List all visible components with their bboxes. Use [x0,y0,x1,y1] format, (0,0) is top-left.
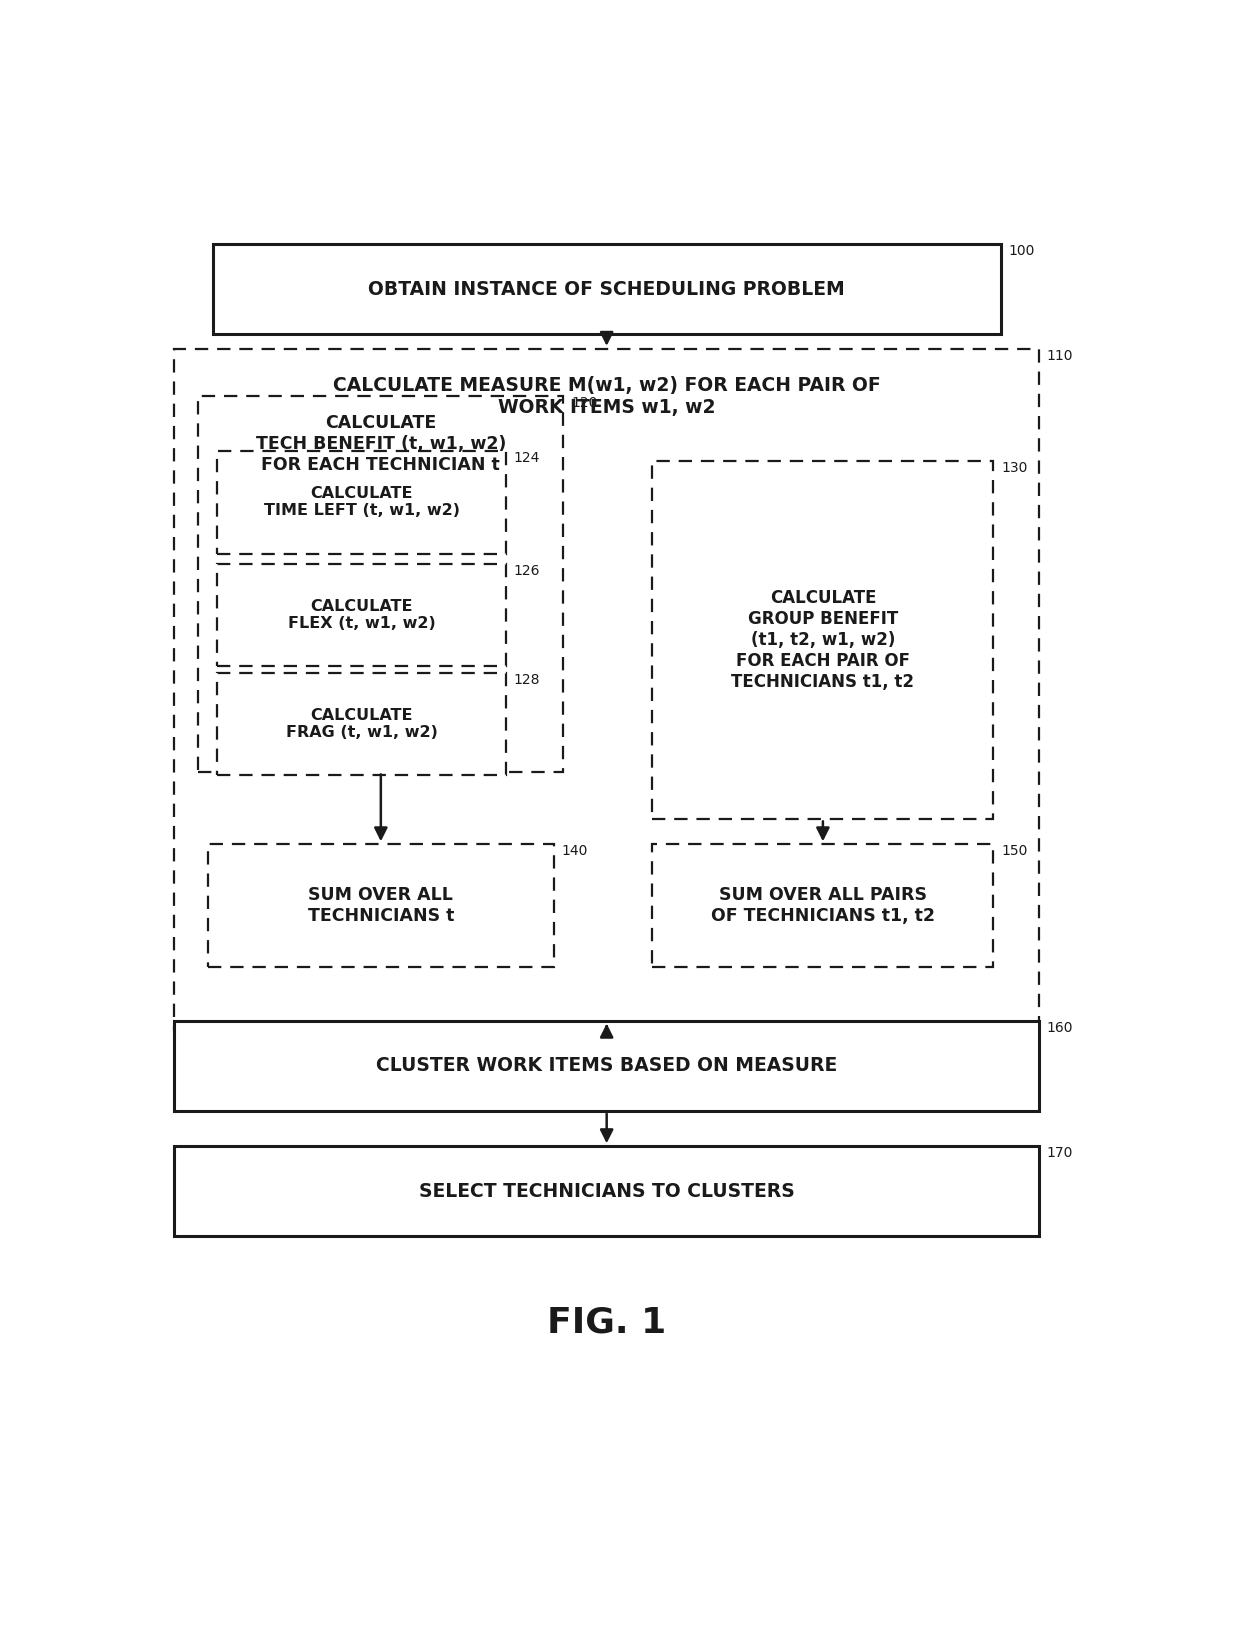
Text: CALCULATE
TIME LEFT (t, w1, w2): CALCULATE TIME LEFT (t, w1, w2) [264,486,460,519]
Text: SUM OVER ALL PAIRS
OF TECHNICIANS t1, t2: SUM OVER ALL PAIRS OF TECHNICIANS t1, t2 [711,887,935,926]
FancyBboxPatch shape [174,1020,1039,1111]
Text: CALCULATE
FRAG (t, w1, w2): CALCULATE FRAG (t, w1, w2) [285,708,438,740]
FancyBboxPatch shape [652,844,993,966]
FancyBboxPatch shape [217,451,506,553]
Text: SELECT TECHNICIANS TO CLUSTERS: SELECT TECHNICIANS TO CLUSTERS [419,1181,795,1201]
FancyBboxPatch shape [217,672,506,776]
Text: CALCULATE MEASURE M(w1, w2) FOR EACH PAIR OF
WORK ITEMS w1, w2: CALCULATE MEASURE M(w1, w2) FOR EACH PAI… [332,376,880,417]
Text: 128: 128 [513,672,539,687]
FancyBboxPatch shape [174,1145,1039,1237]
FancyBboxPatch shape [198,395,563,771]
Text: 100: 100 [1008,244,1034,259]
Text: 120: 120 [572,395,598,410]
Text: SUM OVER ALL
TECHNICIANS t: SUM OVER ALL TECHNICIANS t [308,887,454,926]
FancyBboxPatch shape [213,244,1001,334]
Text: CALCULATE
FLEX (t, w1, w2): CALCULATE FLEX (t, w1, w2) [288,599,435,631]
Text: CLUSTER WORK ITEMS BASED ON MEASURE: CLUSTER WORK ITEMS BASED ON MEASURE [376,1056,837,1075]
Text: CALCULATE
GROUP BENEFIT
(t1, t2, w1, w2)
FOR EACH PAIR OF
TECHNICIANS t1, t2: CALCULATE GROUP BENEFIT (t1, t2, w1, w2)… [732,589,914,690]
Text: 110: 110 [1047,348,1074,363]
Text: OBTAIN INSTANCE OF SCHEDULING PROBLEM: OBTAIN INSTANCE OF SCHEDULING PROBLEM [368,280,844,299]
Text: CALCULATE
TECH BENEFIT (t, w1, w2)
FOR EACH TECHNICIAN t: CALCULATE TECH BENEFIT (t, w1, w2) FOR E… [255,415,506,473]
FancyBboxPatch shape [652,462,993,818]
FancyBboxPatch shape [174,348,1039,1032]
Text: 140: 140 [562,844,588,857]
FancyBboxPatch shape [208,844,554,966]
Text: 150: 150 [1001,844,1028,857]
Text: 126: 126 [513,563,539,578]
Text: FIG. 1: FIG. 1 [547,1306,666,1339]
Text: 124: 124 [513,451,539,465]
Text: 130: 130 [1001,462,1028,475]
Text: 170: 170 [1047,1145,1073,1160]
FancyBboxPatch shape [217,563,506,667]
Text: 160: 160 [1047,1020,1074,1035]
